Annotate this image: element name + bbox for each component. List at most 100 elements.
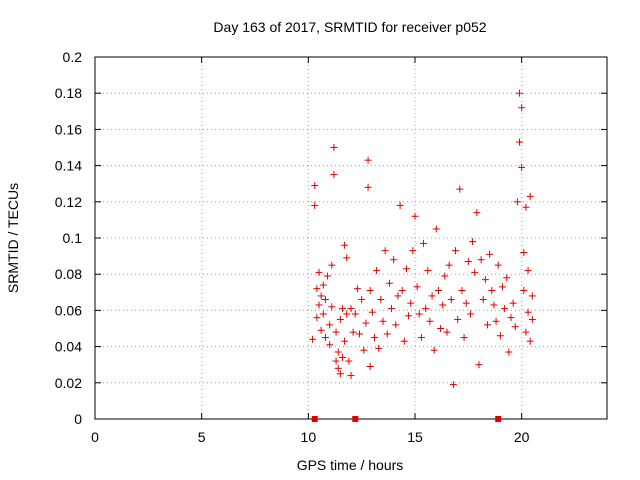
- data-point: [420, 239, 428, 247]
- y-axis-label: SRMTID / TECUs: [5, 183, 21, 293]
- data-point: [417, 334, 425, 342]
- data-point: [334, 348, 342, 356]
- data-point: [511, 323, 519, 331]
- data-point: [319, 310, 327, 318]
- y-tick-label: 0.02: [55, 375, 82, 391]
- data-point: [469, 238, 477, 246]
- data-point: [326, 321, 334, 329]
- data-point: [341, 337, 349, 345]
- data-point: [518, 163, 526, 171]
- data-point: [324, 272, 332, 280]
- data-point: [347, 305, 355, 313]
- data-point: [330, 171, 338, 179]
- data-point: [520, 286, 528, 294]
- data-point: [494, 261, 502, 269]
- data-point: [405, 312, 413, 320]
- data-point: [439, 301, 447, 309]
- data-point: [526, 192, 534, 200]
- data-point: [481, 276, 489, 284]
- data-point: [343, 254, 351, 262]
- data-point: [383, 330, 391, 338]
- x-tick-label: 10: [301, 429, 317, 445]
- data-points: [309, 89, 536, 389]
- data-point: [471, 268, 479, 276]
- chart-title: Day 163 of 2017, SRMTID for receiver p05…: [213, 19, 486, 35]
- y-tick-label: 0.08: [55, 266, 82, 282]
- data-point: [390, 256, 398, 264]
- data-point: [454, 315, 462, 323]
- data-point: [516, 89, 524, 97]
- data-point: [528, 292, 536, 300]
- data-point: [449, 381, 457, 389]
- data-point: [522, 203, 530, 211]
- data-point: [315, 301, 323, 309]
- data-point: [475, 361, 483, 369]
- data-point: [334, 364, 342, 372]
- data-point: [349, 328, 357, 336]
- data-point: [338, 305, 346, 313]
- data-point: [516, 138, 524, 146]
- y-tick-label: 0: [74, 411, 82, 427]
- axis-ticks: [94, 56, 607, 420]
- data-point: [364, 156, 372, 164]
- data-point: [505, 348, 513, 356]
- data-point: [370, 334, 378, 342]
- x-tick-labels: 0 5 10 15 20: [91, 429, 530, 445]
- data-point: [513, 198, 521, 206]
- data-point: [351, 310, 359, 318]
- data-point: [460, 334, 468, 342]
- data-point: [385, 279, 393, 287]
- data-point: [392, 321, 400, 329]
- data-point: [424, 267, 432, 275]
- data-point: [428, 292, 436, 300]
- data-point: [364, 183, 372, 191]
- data-point: [426, 317, 434, 325]
- data-point: [466, 310, 474, 318]
- data-point: [379, 317, 387, 325]
- data-point: [407, 299, 415, 307]
- zero-markers: [311, 416, 502, 422]
- data-point: [490, 301, 498, 309]
- data-point: [432, 225, 440, 233]
- y-tick-label: 0.06: [55, 302, 82, 318]
- y-tick-label: 0.1: [63, 230, 83, 246]
- data-point: [464, 258, 472, 266]
- data-point: [328, 261, 336, 269]
- y-tick-label: 0.2: [63, 49, 83, 65]
- data-point: [520, 248, 528, 256]
- data-point: [498, 283, 506, 291]
- data-point: [484, 321, 492, 329]
- data-point: [411, 212, 419, 220]
- data-point: [358, 296, 366, 304]
- data-point: [488, 286, 496, 294]
- data-point: [396, 201, 404, 209]
- data-point: [409, 247, 417, 255]
- data-point: [524, 308, 532, 316]
- y-tick-labels: 0 0.02 0.04 0.06 0.08 0.1 0.12 0.14 0.16 0.18 0.2: [55, 49, 82, 427]
- data-point: [317, 326, 325, 334]
- data-point: [309, 335, 317, 343]
- data-point: [486, 250, 494, 258]
- zero-marker: [311, 416, 318, 422]
- data-point: [330, 144, 338, 151]
- data-point: [366, 363, 374, 371]
- data-point: [388, 305, 396, 313]
- data-point: [377, 296, 385, 304]
- data-point: [343, 310, 351, 318]
- data-point: [360, 346, 368, 354]
- data-point: [345, 357, 353, 365]
- y-tick-label: 0.04: [55, 339, 82, 355]
- y-tick-label: 0.14: [55, 158, 82, 174]
- data-point: [413, 283, 421, 291]
- data-point: [456, 185, 464, 193]
- data-point: [373, 267, 381, 275]
- data-point: [496, 332, 504, 340]
- data-point: [479, 296, 487, 304]
- data-point: [477, 256, 485, 264]
- data-point: [528, 315, 536, 323]
- data-point: [452, 247, 460, 255]
- data-point: [518, 104, 526, 112]
- data-point: [341, 241, 349, 249]
- data-point: [524, 267, 532, 275]
